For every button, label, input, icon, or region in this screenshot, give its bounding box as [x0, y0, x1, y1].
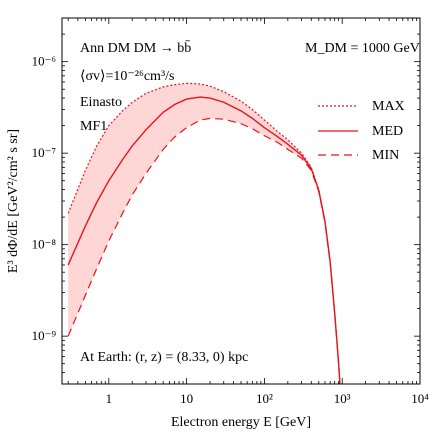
x-tick-label: 1	[106, 391, 113, 406]
x-tick-label: 10	[180, 391, 193, 406]
legend-label-med: MED	[372, 124, 403, 139]
annotation-model: MF1	[80, 119, 107, 134]
x-tick-label: 10³	[334, 391, 351, 406]
annotation-profile: Einasto	[80, 95, 122, 110]
legend-label-max: MAX	[372, 99, 405, 114]
y-axis-label: E³ dΦ/dE [GeV²/cm² s sr]	[6, 129, 21, 273]
legend-label-min: MIN	[372, 148, 399, 163]
annotation-cross-section: ⟨σv⟩=10⁻²⁶cm³/s	[80, 69, 174, 84]
legend: MAX MED MIN	[318, 99, 405, 163]
y-tick-label: 10⁻⁶	[32, 54, 56, 69]
y-tick-label: 10⁻⁸	[32, 237, 57, 252]
x-tick-label: 10⁴	[411, 391, 429, 406]
annotation-earth: At Earth: (r, z) = (8.33, 0) kpc	[80, 350, 248, 365]
band-max-min	[68, 83, 340, 384]
series-max	[67, 82, 341, 384]
annotation-channel: Ann DM DM → bb̄	[80, 40, 191, 56]
annotation-mass: M_DM = 1000 GeV	[305, 41, 420, 56]
y-tick-label: 10⁻⁷	[32, 145, 56, 160]
y-tick-label: 10⁻⁹	[32, 328, 57, 343]
x-axis-label: Electron energy E [GeV]	[171, 415, 311, 430]
x-tick-label: 10²	[256, 391, 273, 406]
series-min	[67, 117, 341, 384]
